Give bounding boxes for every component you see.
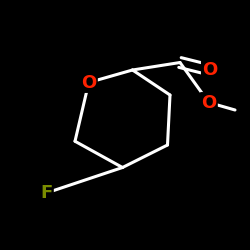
Text: F: F — [40, 184, 52, 202]
Text: O: O — [201, 94, 216, 112]
Text: O: O — [202, 61, 218, 79]
Text: O: O — [81, 74, 96, 92]
